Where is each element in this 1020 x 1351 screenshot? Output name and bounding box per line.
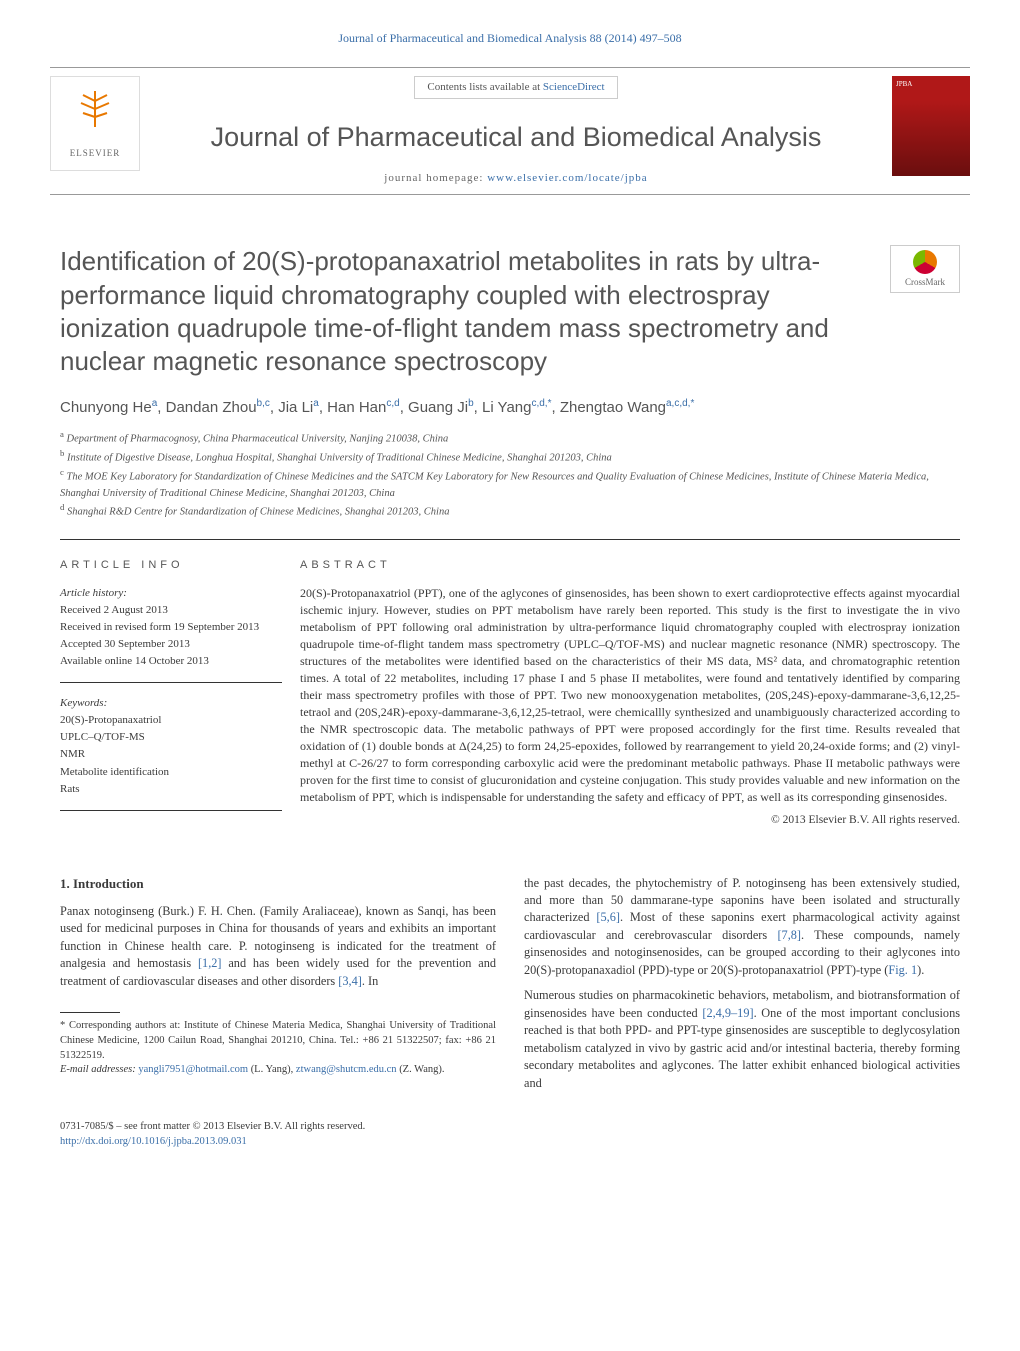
ref-link[interactable]: [2,4,9–19] xyxy=(702,1006,753,1020)
p2-post: ). xyxy=(917,963,924,977)
doi-link[interactable]: http://dx.doi.org/10.1016/j.jpba.2013.09… xyxy=(60,1136,247,1147)
right-column: the past decades, the phytochemistry of … xyxy=(524,875,960,1100)
keyword: NMR xyxy=(60,746,282,763)
fig-link[interactable]: Fig. 1 xyxy=(888,963,917,977)
elsevier-tree-icon xyxy=(73,87,117,146)
crossmark-icon xyxy=(913,250,937,274)
contents-list-box: Contents lists available at ScienceDirec… xyxy=(414,76,617,99)
body-two-column: 1. Introduction Panax notoginseng (Burk.… xyxy=(60,875,960,1100)
article-info-column: article info Article history: Received 2… xyxy=(60,540,300,847)
left-column: 1. Introduction Panax notoginseng (Burk.… xyxy=(60,875,496,1100)
crossmark-label: CrossMark xyxy=(905,276,945,289)
homepage-link[interactable]: www.elsevier.com/locate/jpba xyxy=(487,172,647,184)
keyword: Metabolite identification xyxy=(60,764,282,781)
author-list: Chunyong Hea, Dandan Zhoub,c, Jia Lia, H… xyxy=(60,396,960,420)
homepage-line: journal homepage: www.elsevier.com/locat… xyxy=(150,171,882,186)
footer-bar: 0731-7085/$ – see front matter © 2013 El… xyxy=(60,1120,960,1149)
intro-heading: 1. Introduction xyxy=(60,875,496,893)
keywords-block: Keywords: 20(S)-Protopanaxatriol UPLC–Q/… xyxy=(60,695,282,810)
email1-who: (L. Yang), xyxy=(248,1064,296,1075)
journal-title: Journal of Pharmaceutical and Biomedical… xyxy=(150,119,882,157)
homepage-pre: journal homepage: xyxy=(384,172,487,184)
abstract-column: abstract 20(S)-Protopanaxatriol (PPT), o… xyxy=(300,540,960,847)
corresponding-footnote: * Corresponding authors at: Institute of… xyxy=(60,1019,496,1063)
article-info-heading: article info xyxy=(60,558,282,573)
abstract-heading: abstract xyxy=(300,558,960,573)
ref-link[interactable]: [5,6] xyxy=(596,910,620,924)
email2-who: (Z. Wang). xyxy=(397,1064,445,1075)
history-label: Article history: xyxy=(60,585,282,602)
elsevier-label: ELSEVIER xyxy=(70,147,121,160)
front-matter-line: 0731-7085/$ – see front matter © 2013 El… xyxy=(60,1120,960,1135)
intro-paragraph-1: Panax notoginseng (Burk.) F. H. Chen. (F… xyxy=(60,903,496,990)
elsevier-logo[interactable]: ELSEVIER xyxy=(50,76,140,171)
revised-date: Received in revised form 19 September 20… xyxy=(60,619,282,636)
affiliation-a: Department of Pharmacognosy, China Pharm… xyxy=(67,433,449,444)
ref-link[interactable]: [7,8] xyxy=(777,928,801,942)
intro-paragraph-3: Numerous studies on pharmacokinetic beha… xyxy=(524,987,960,1092)
p1-post: . In xyxy=(362,974,378,988)
footnote-rule xyxy=(60,1012,120,1013)
affiliations: a Department of Pharmacognosy, China Pha… xyxy=(60,428,960,521)
affiliation-d: Shanghai R&D Centre for Standardization … xyxy=(67,507,449,518)
accepted-date: Accepted 30 September 2013 xyxy=(60,636,282,653)
journal-cover-thumbnail[interactable]: JPBA xyxy=(892,76,970,176)
journal-header: ELSEVIER Contents lists available at Sci… xyxy=(50,67,970,196)
affiliation-b: Institute of Digestive Disease, Longhua … xyxy=(67,453,612,464)
keyword: 20(S)-Protopanaxatriol xyxy=(60,712,282,729)
affiliation-c: The MOE Key Laboratory for Standardizati… xyxy=(60,472,929,499)
article-title: Identification of 20(S)-protopanaxatriol… xyxy=(60,245,870,378)
email-link[interactable]: yangli7951@hotmail.com xyxy=(138,1064,248,1075)
intro-paragraph-2: the past decades, the phytochemistry of … xyxy=(524,875,960,980)
received-date: Received 2 August 2013 xyxy=(60,602,282,619)
contents-pre: Contents lists available at xyxy=(427,81,542,93)
email-footnote: E-mail addresses: yangli7951@hotmail.com… xyxy=(60,1063,496,1078)
article-history-block: Article history: Received 2 August 2013 … xyxy=(60,585,282,683)
footnotes: * Corresponding authors at: Institute of… xyxy=(60,1019,496,1078)
citation-line: Journal of Pharmaceutical and Biomedical… xyxy=(0,0,1020,57)
keywords-label: Keywords: xyxy=(60,695,282,712)
header-center: Contents lists available at ScienceDirec… xyxy=(140,76,892,187)
keyword: UPLC–Q/TOF-MS xyxy=(60,729,282,746)
abstract-text: 20(S)-Protopanaxatriol (PPT), one of the… xyxy=(300,585,960,806)
email-link[interactable]: ztwang@shutcm.edu.cn xyxy=(296,1064,397,1075)
abstract-copyright: © 2013 Elsevier B.V. All rights reserved… xyxy=(300,812,960,828)
meta-abstract-row: article info Article history: Received 2… xyxy=(60,539,960,847)
crossmark-badge[interactable]: CrossMark xyxy=(890,245,960,293)
email-label: E-mail addresses: xyxy=(60,1064,138,1075)
online-date: Available online 14 October 2013 xyxy=(60,653,282,670)
ref-link[interactable]: [1,2] xyxy=(198,956,222,970)
keyword: Rats xyxy=(60,781,282,798)
sciencedirect-link[interactable]: ScienceDirect xyxy=(543,81,605,93)
ref-link[interactable]: [3,4] xyxy=(338,974,362,988)
